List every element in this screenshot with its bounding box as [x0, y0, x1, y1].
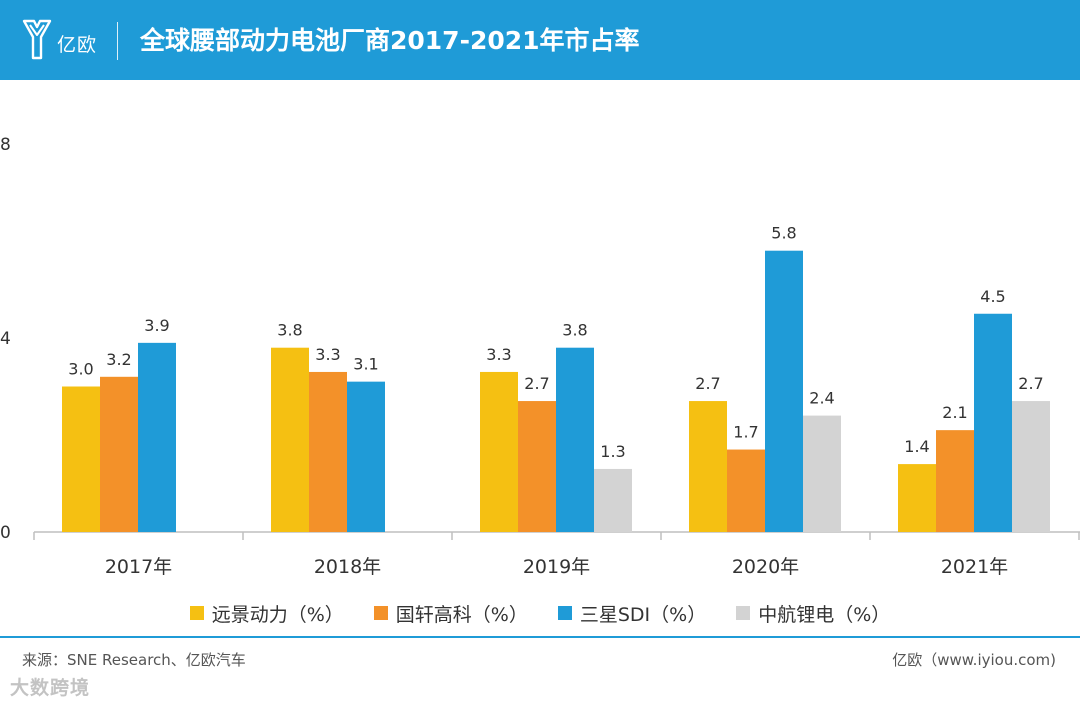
chart-legend: 远景动力（%） 国轩高科（%） 三星SDI（%） 中航锂电（%）	[0, 598, 1080, 628]
bar	[1012, 401, 1050, 532]
bar	[271, 347, 309, 532]
bar	[347, 381, 385, 532]
data-label: 3.0	[68, 360, 93, 379]
legend-swatch	[557, 606, 572, 620]
header-banner: 亿欧 全球腰部动力电池厂商2017-2021年市占率	[0, 0, 1080, 80]
legend-item: 三星SDI（%）	[557, 600, 707, 627]
data-label: 2.7	[524, 374, 549, 393]
y-tick-label: 8	[0, 135, 11, 155]
bar-chart: 0 4 8 2017年 2018年 2019年 2020年 2021年 3.0 3.8 3.3 2.…	[0, 135, 1080, 578]
bar	[974, 313, 1012, 532]
data-label: 1.7	[733, 423, 758, 442]
bar	[62, 386, 100, 532]
data-label: 3.8	[277, 321, 302, 340]
data-label: 1.3	[600, 442, 625, 461]
x-category-label: 2019年	[523, 556, 590, 578]
legend-label: 三星SDI（%）	[579, 603, 707, 626]
legend-label: 远景动力（%）	[211, 603, 344, 626]
data-label: 2.7	[1018, 374, 1043, 393]
data-label: 3.2	[106, 350, 131, 369]
bar	[803, 415, 841, 532]
logo-text: 亿欧	[57, 34, 98, 56]
bar	[309, 371, 347, 532]
legend-item: 中航锂电（%）	[736, 600, 890, 627]
bar	[556, 347, 594, 532]
legend-label: 国轩高科（%）	[395, 603, 528, 626]
data-label: 2.4	[809, 389, 834, 408]
data-label: 1.4	[904, 437, 929, 456]
data-label: 4.5	[980, 287, 1005, 306]
legend-item: 远景动力（%）	[189, 600, 344, 627]
y-tick-label: 0	[0, 523, 11, 543]
x-category-label: 2021年	[941, 556, 1008, 578]
bar	[594, 468, 632, 532]
legend-item: 国轩高科（%）	[373, 600, 528, 627]
legend-swatch	[736, 606, 751, 620]
data-label: 3.3	[486, 345, 511, 364]
data-label: 2.7	[695, 374, 720, 393]
bar	[480, 371, 518, 532]
x-category-label: 2018年	[314, 556, 381, 578]
data-label: 3.8	[562, 321, 587, 340]
header-divider	[117, 22, 118, 60]
legend-swatch	[189, 606, 204, 620]
data-label: 5.8	[771, 224, 796, 243]
data-label: 3.9	[144, 316, 169, 335]
bar	[936, 430, 974, 532]
y-tick-label: 4	[0, 329, 11, 349]
data-label: 2.1	[942, 403, 967, 422]
data-label: 3.1	[353, 355, 378, 374]
bar	[727, 449, 765, 532]
source-note: 来源：SNE Research、亿欧汽车	[22, 651, 246, 669]
bar	[689, 401, 727, 532]
watermark: 大数跨境	[10, 677, 91, 699]
bar	[100, 376, 138, 532]
website-credit: 亿欧（www.iyiou.com)	[892, 651, 1056, 669]
footer-divider	[0, 636, 1080, 638]
chart-title: 全球腰部动力电池厂商2017-2021年市占率	[140, 26, 640, 55]
x-category-label: 2017年	[105, 556, 172, 578]
data-label: 3.3	[315, 345, 340, 364]
bar	[138, 342, 176, 532]
x-category-label: 2020年	[732, 556, 799, 578]
legend-swatch	[373, 606, 388, 620]
bar	[518, 401, 556, 532]
legend-label: 中航锂电（%）	[758, 603, 891, 626]
yiou-logo-icon	[22, 19, 52, 60]
bar	[765, 250, 803, 532]
bar	[898, 464, 936, 532]
